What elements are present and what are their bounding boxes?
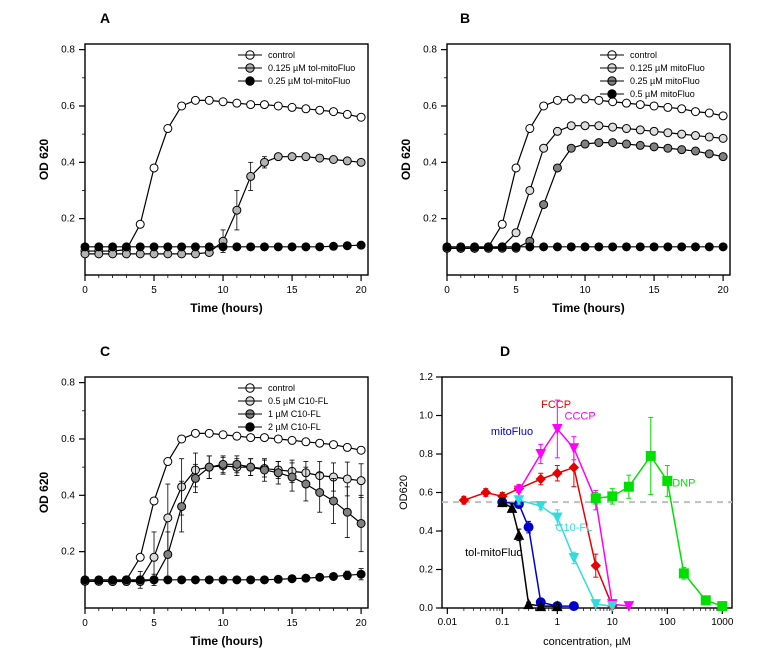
svg-text:0.1: 0.1 [495,617,509,628]
svg-text:control: control [630,50,657,60]
svg-text:DNP: DNP [672,478,695,490]
svg-text:0.6: 0.6 [61,434,75,445]
panel-c-label: C [100,343,110,359]
svg-text:0.8: 0.8 [61,378,75,389]
svg-text:OD 620: OD 620 [37,471,51,513]
svg-text:C10-FL: C10-FL [556,522,593,534]
svg-text:20: 20 [718,285,730,296]
svg-text:0.4: 0.4 [419,526,433,537]
panel-d: 0.01 0.1 1 10 100 1000 0.0 0.2 0.4 0.6 0.8 1.0 1.2 co… [392,363,742,653]
svg-text:control: control [268,383,295,393]
svg-text:10: 10 [217,618,229,629]
svg-text:1.2: 1.2 [419,372,433,383]
svg-text:0: 0 [82,285,88,296]
svg-text:1.0: 1.0 [419,411,433,422]
svg-text:1000: 1000 [711,617,734,628]
svg-text:OD620: OD620 [398,475,410,510]
svg-text:0.2: 0.2 [419,565,433,576]
svg-text:10: 10 [217,285,229,296]
svg-text:0.0: 0.0 [419,603,433,614]
svg-text:100: 100 [659,617,676,628]
svg-text:20: 20 [356,285,368,296]
svg-text:OD 620: OD 620 [37,138,51,180]
svg-text:10: 10 [607,617,619,628]
panel-d-label: D [500,343,510,359]
svg-text:mitoFluo: mitoFluo [491,426,533,438]
svg-text:5: 5 [151,285,157,296]
panel-a-label: A [100,10,110,26]
svg-text:15: 15 [287,285,299,296]
svg-text:0.25 µM tol-mitoFluo: 0.25 µM tol-mitoFluo [268,76,350,86]
svg-text:Time (hours): Time (hours) [190,301,262,315]
svg-text:1 µM C10-FL: 1 µM C10-FL [268,409,321,419]
svg-text:Time (hours): Time (hours) [190,634,262,648]
svg-text:0.6: 0.6 [419,488,433,499]
svg-text:0.2: 0.2 [423,214,437,225]
figure-page: A B C D 051015200.20.40.60.8Time (hours)… [0,0,767,659]
svg-text:0.4: 0.4 [61,490,75,501]
svg-text:5: 5 [513,285,519,296]
svg-text:0.25 µM mitoFluo: 0.25 µM mitoFluo [630,76,700,86]
svg-text:10: 10 [579,285,591,296]
panel-c: 0 5 10 15 20 0.2 0.4 0.6 0.8 Time (hours) OD 620 co… [30,363,380,653]
svg-text:OD 620: OD 620 [399,138,413,180]
svg-text:0.2: 0.2 [61,214,75,225]
svg-text:0.8: 0.8 [423,45,437,56]
svg-text:0.4: 0.4 [423,157,437,168]
svg-text:15: 15 [287,618,299,629]
panel-b: 0 5 10 15 20 0.2 0.4 0.6 0.8 Time (hours) OD 620 co… [392,30,742,320]
svg-text:CCCP: CCCP [565,410,596,422]
svg-text:0.01: 0.01 [438,617,458,628]
svg-text:0.2: 0.2 [61,547,75,558]
svg-text:0.6: 0.6 [61,101,75,112]
panel-b-label: B [460,10,470,26]
svg-text:0.4: 0.4 [61,157,75,168]
svg-text:0: 0 [444,285,450,296]
svg-text:0.5 µM mitoFluo: 0.5 µM mitoFluo [630,89,695,99]
svg-text:0.6: 0.6 [423,101,437,112]
svg-text:0: 0 [82,618,88,629]
svg-text:0.8: 0.8 [61,45,75,56]
svg-text:Time (hours): Time (hours) [552,301,624,315]
svg-text:5: 5 [151,618,157,629]
svg-text:0.125 µM tol-mitoFluo: 0.125 µM tol-mitoFluo [268,63,355,73]
svg-text:control: control [268,50,295,60]
svg-text:concentration, µM: concentration, µM [543,636,631,648]
svg-text:0.125 µM mitoFluo: 0.125 µM mitoFluo [630,63,705,73]
svg-text:20: 20 [356,618,368,629]
svg-text:tol-mitoFluo: tol-mitoFluo [465,547,522,559]
svg-text:15: 15 [649,285,661,296]
panel-a: 0 5 10 15 20 0.2 0.4 0.6 0.8 Time (hours) OD 620 co… [30,30,380,320]
svg-text:1: 1 [555,617,561,628]
svg-text:2 µM C10-FL: 2 µM C10-FL [268,422,321,432]
svg-text:0.5 µM C10-FL: 0.5 µM C10-FL [268,396,328,406]
svg-text:0.8: 0.8 [419,449,433,460]
